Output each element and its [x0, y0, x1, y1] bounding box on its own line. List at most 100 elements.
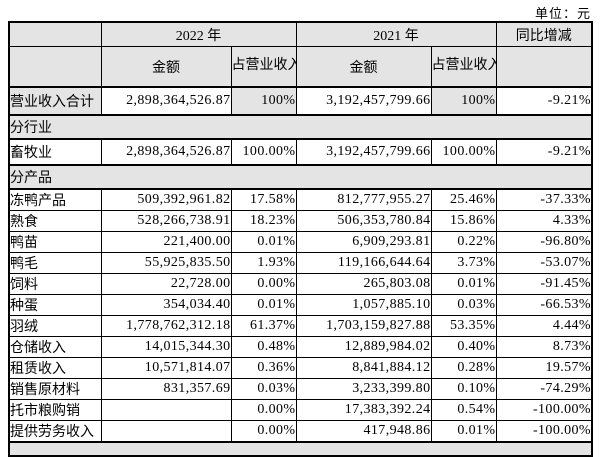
- table-row: 畜牧业 2,898,364,526.87 100.00% 3,192,457,7…: [8, 138, 593, 166]
- amount-2021-cell: 417,948.86: [295, 420, 432, 443]
- year-2022-header: 2022 年: [100, 21, 297, 47]
- yoy-cell: 4.44%: [495, 315, 593, 337]
- yoy-cell: -66.53%: [495, 294, 593, 316]
- amount-2021-cell: 3,192,457,799.66: [295, 138, 432, 166]
- pct-2021-cell: 15.86%: [430, 210, 497, 232]
- amount-2022-cell: 509,392,961.82: [100, 188, 232, 211]
- year-header-row: 2022 年 2021 年 同比增减: [8, 21, 593, 47]
- section-row-by-industry: 分行业: [8, 114, 593, 140]
- table-row: 种蛋 354,034.40 0.01% 1,057,885.10 0.03% -…: [8, 294, 593, 316]
- amount-2022-cell: 14,015,344.30: [100, 336, 232, 358]
- amount-2022-cell: 2,898,364,526.87: [100, 138, 232, 166]
- row-label-cell: 冻鸭产品: [8, 188, 102, 211]
- pct-2022-cell: 0.48%: [230, 336, 297, 358]
- table-row: 熟食 528,266,738.91 18.23% 506,353,780.84 …: [8, 210, 593, 232]
- pct-2021-cell: 100%: [430, 86, 497, 116]
- pct-2021-cell: 100.00%: [430, 138, 497, 166]
- yoy-cell: -9.21%: [495, 86, 593, 116]
- amount-2021-cell: 265,803.08: [295, 273, 432, 295]
- subheader-row: 金额 占营业收入比重 金额 占营业收入比重: [8, 46, 593, 88]
- pct-2021-cell: 25.46%: [430, 188, 497, 211]
- amount-2021-cell: 1,057,885.10: [295, 294, 432, 316]
- table-row: 提供劳务收入 0.00% 417,948.86 0.01% -100.00%: [8, 420, 593, 443]
- clipped-row-cell: [8, 441, 593, 456]
- table-row: 鸭毛 55,925,835.50 1.93% 119,166,644.64 3.…: [8, 252, 593, 274]
- row-label-cell: 鸭苗: [8, 231, 102, 253]
- pct-2022-cell: 18.23%: [230, 210, 297, 232]
- pct-2022-cell: 100.00%: [230, 138, 297, 166]
- amount-2022-cell: 354,034.40: [100, 294, 232, 316]
- pct-2022-cell: 0.03%: [230, 378, 297, 400]
- amount-2021-cell: 3,192,457,799.66: [295, 86, 432, 116]
- row-label-cell: 提供劳务收入: [8, 420, 102, 443]
- row-label-cell: 种蛋: [8, 294, 102, 316]
- clipped-next-row: [8, 441, 593, 456]
- pct-2021-cell: 0.40%: [430, 336, 497, 358]
- amount-2022-cell: 22,728.00: [100, 273, 232, 295]
- row-label-cell: 营业收入合计: [8, 86, 102, 116]
- section-row-by-product: 分产品: [8, 164, 593, 190]
- table-row: 仓储收入 14,015,344.30 0.48% 12,889,984.02 0…: [8, 336, 593, 358]
- yoy-cell: -37.33%: [495, 188, 593, 211]
- pct-2022-cell: 100%: [230, 86, 297, 116]
- amount-2022-cell: 55,925,835.50: [100, 252, 232, 274]
- row-label-cell: 熟食: [8, 210, 102, 232]
- amount-2022-cell: 831,357.69: [100, 378, 232, 400]
- pct-2021-cell: 0.01%: [430, 273, 497, 295]
- row-label-cell: 销售原材料: [8, 378, 102, 400]
- pct-2022-cell: 61.37%: [230, 315, 297, 337]
- yoy-cell: 8.73%: [495, 336, 593, 358]
- amount-2021-cell: 506,353,780.84: [295, 210, 432, 232]
- yoy-cell: -96.80%: [495, 231, 593, 253]
- table-row: 羽绒 1,778,762,312.18 61.37% 1,703,159,827…: [8, 315, 593, 337]
- pct-2021-cell: 0.22%: [430, 231, 497, 253]
- amount-2022-cell: 528,266,738.91: [100, 210, 232, 232]
- pct-2022-cell: 0.36%: [230, 357, 297, 379]
- year-2021-header: 2021 年: [295, 21, 497, 47]
- table-row: 销售原材料 831,357.69 0.03% 3,233,399.80 0.10…: [8, 378, 593, 400]
- row-label-cell: 畜牧业: [8, 138, 102, 166]
- amount-2022-cell: 221,400.00: [100, 231, 232, 253]
- pct-2021-cell: 0.10%: [430, 378, 497, 400]
- yoy-cell: -100.00%: [495, 420, 593, 443]
- amount-2021-cell: 812,777,955.27: [295, 188, 432, 211]
- amount-2021-cell: 8,841,884.12: [295, 357, 432, 379]
- row-label-cell: 租赁收入: [8, 357, 102, 379]
- row-label-cell: 鸭毛: [8, 252, 102, 274]
- pct-2022-cell: 1.93%: [230, 252, 297, 274]
- section-label-cell: 分产品: [8, 164, 593, 190]
- pct-2022-cell: 17.58%: [230, 188, 297, 211]
- yoy-cell: -53.07%: [495, 252, 593, 274]
- pct-2022-cell: 0.00%: [230, 273, 297, 295]
- table-row: 饲料 22,728.00 0.00% 265,803.08 0.01% -91.…: [8, 273, 593, 295]
- yoy-cell: 4.33%: [495, 210, 593, 232]
- table-row: 冻鸭产品 509,392,961.82 17.58% 812,777,955.2…: [8, 188, 593, 211]
- unit-label: 单位：元: [534, 6, 591, 21]
- amount-2022-cell: [100, 420, 232, 443]
- revenue-breakdown-table: 2022 年 2021 年 同比增减 金额 占营业收入比重 金额 占营业收入比重…: [8, 21, 593, 457]
- table-row: 租赁收入 10,571,814.07 0.36% 8,841,884.12 0.…: [8, 357, 593, 379]
- yoy-cell: -74.29%: [495, 378, 593, 400]
- table-row: 鸭苗 221,400.00 0.01% 6,909,293.81 0.22% -…: [8, 231, 593, 253]
- empty-header-cell: [8, 46, 102, 88]
- amount-2021-header: 金额: [295, 46, 432, 88]
- amount-2021-cell: 119,166,644.64: [295, 252, 432, 274]
- pct-2021-cell: 3.73%: [430, 252, 497, 274]
- pct-2022-cell: 0.01%: [230, 231, 297, 253]
- yoy-header: 同比增减: [495, 21, 593, 47]
- pct-2022-cell: 0.00%: [230, 420, 297, 443]
- section-label-cell: 分行业: [8, 114, 593, 140]
- pct-2022-header: 占营业收入比重: [230, 46, 297, 88]
- row-label-cell: 羽绒: [8, 315, 102, 337]
- amount-2021-cell: 12,889,984.02: [295, 336, 432, 358]
- yoy-cell: 19.57%: [495, 357, 593, 379]
- amount-2022-cell: 10,571,814.07: [100, 357, 232, 379]
- row-label-cell: 仓储收入: [8, 336, 102, 358]
- empty-header-cell: [8, 21, 102, 47]
- pct-2021-cell: 53.35%: [430, 315, 497, 337]
- empty-header-cell: [495, 46, 593, 88]
- yoy-cell: -9.21%: [495, 138, 593, 166]
- amount-2021-cell: 6,909,293.81: [295, 231, 432, 253]
- amount-2022-cell: 1,778,762,312.18: [100, 315, 232, 337]
- table-row-total: 营业收入合计 2,898,364,526.87 100% 3,192,457,7…: [8, 86, 593, 116]
